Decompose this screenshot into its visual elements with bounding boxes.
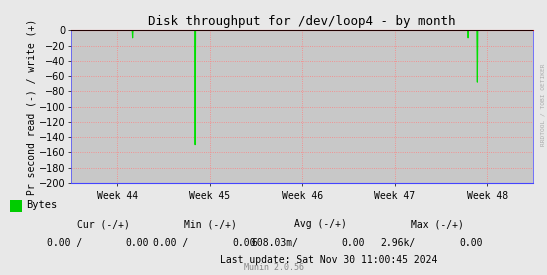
Text: 0.00: 0.00 <box>126 238 149 248</box>
Text: 0.00 /: 0.00 / <box>154 238 189 248</box>
Text: Bytes: Bytes <box>26 200 57 210</box>
Text: RRDTOOL / TOBI OETIKER: RRDTOOL / TOBI OETIKER <box>541 63 546 146</box>
Text: Min (-/+): Min (-/+) <box>184 219 237 229</box>
Text: 0.00: 0.00 <box>342 238 365 248</box>
Text: Last update: Sat Nov 30 11:00:45 2024: Last update: Sat Nov 30 11:00:45 2024 <box>219 255 437 265</box>
Text: Munin 2.0.56: Munin 2.0.56 <box>243 263 304 272</box>
Title: Disk throughput for /dev/loop4 - by month: Disk throughput for /dev/loop4 - by mont… <box>148 15 456 28</box>
Text: 0.00 /: 0.00 / <box>47 238 82 248</box>
Text: 608.03m/: 608.03m/ <box>251 238 298 248</box>
Text: 0.00: 0.00 <box>232 238 256 248</box>
Text: Cur (-/+): Cur (-/+) <box>78 219 130 229</box>
Text: Avg (-/+): Avg (-/+) <box>294 219 346 229</box>
Text: 2.96k/: 2.96k/ <box>381 238 416 248</box>
Text: Max (-/+): Max (-/+) <box>411 219 464 229</box>
Text: 0.00: 0.00 <box>459 238 483 248</box>
Y-axis label: Pr second read (-) / write (+): Pr second read (-) / write (+) <box>26 18 36 195</box>
